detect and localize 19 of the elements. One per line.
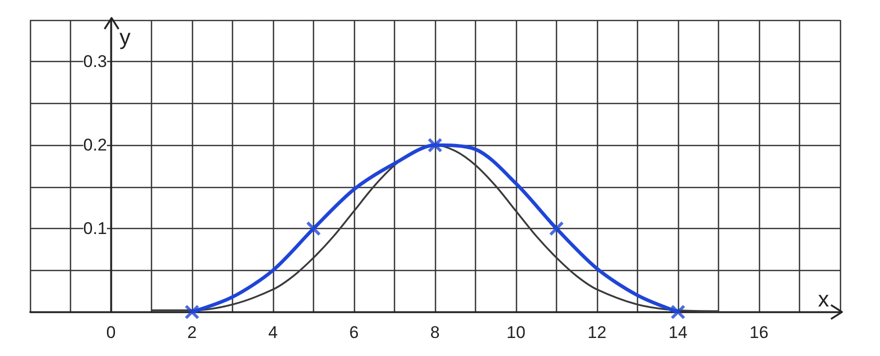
y-axis-title: y bbox=[120, 24, 130, 50]
y-tick-label: 0.1 bbox=[83, 219, 107, 238]
x-axis-title: x bbox=[818, 286, 829, 312]
point bbox=[670, 304, 686, 320]
x-tick-label: 4 bbox=[268, 323, 278, 342]
x-tick-label: 12 bbox=[588, 323, 606, 342]
x-tick-label: 14 bbox=[668, 323, 688, 342]
x-tick-label: 10 bbox=[506, 323, 526, 342]
y-tick-label: 0.3 bbox=[83, 52, 107, 72]
x-tick-label: 2 bbox=[187, 323, 197, 342]
x-tick-label: 0 bbox=[106, 323, 116, 342]
x-tick-label: 16 bbox=[750, 323, 768, 342]
point bbox=[549, 221, 564, 236]
point bbox=[428, 138, 442, 153]
x-tick-label: 8 bbox=[430, 323, 440, 342]
point bbox=[306, 221, 321, 236]
y-tick-label: 0.2 bbox=[83, 136, 107, 155]
x-tick-label: 6 bbox=[349, 323, 359, 342]
point bbox=[184, 304, 200, 320]
